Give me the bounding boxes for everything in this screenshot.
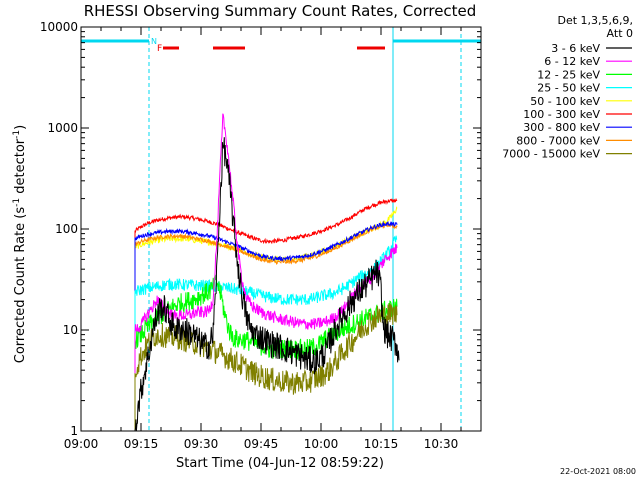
y-tick-label: 10	[63, 323, 78, 337]
y-tick-label: 10000	[40, 20, 78, 34]
x-tick-label: 10:15	[364, 437, 399, 451]
y-tick-label: 100	[55, 222, 78, 236]
legend-header-line-1: Det 1,3,5,6,9,	[557, 14, 633, 27]
series-line-100-300-keV	[134, 197, 398, 431]
legend-entry-label: 3 - 6 keV	[551, 42, 600, 55]
y-axis-label: Corrected Count Rate (s-1 detector-1)	[12, 125, 28, 363]
legend-header-line-2: Att 0	[607, 27, 633, 40]
y-axis-label-end: )	[13, 125, 28, 130]
legend-entry-label: 25 - 50 keV	[537, 82, 600, 95]
y-axis-label-sup2: -1	[12, 130, 22, 139]
y-axis-label-main: Corrected Count Rate (s	[13, 207, 28, 364]
axes-layer: 1 10 100 1000 10000 09:00 09:15 09:30 09:45 10:00…	[40, 20, 482, 451]
y-axis-label-mid: detector	[13, 138, 28, 198]
x-tick-label: 09:30	[184, 437, 219, 451]
legend-entry-label: 800 - 7000 keV	[516, 134, 600, 147]
date-stamp: 22-Oct-2021 08:00	[560, 467, 636, 476]
legend-entry-label: 6 - 12 keV	[544, 55, 600, 68]
x-tick-label: 09:15	[124, 437, 159, 451]
series-layer	[134, 113, 400, 432]
series-line-25-50-keV	[134, 235, 398, 431]
legend-entry-label: 100 - 300 keV	[523, 108, 600, 121]
chart-title: RHESSI Observing Summary Count Rates, Co…	[84, 2, 477, 20]
series-line-3-6-keV	[134, 137, 400, 432]
legend-entry-label: 7000 - 15000 keV	[502, 148, 600, 161]
legend-entry-label: 50 - 100 keV	[530, 95, 600, 108]
x-tick-label: 09:45	[244, 437, 279, 451]
x-axis-label: Start Time (04-Jun-12 08:59:22)	[176, 456, 384, 471]
legend-entry-label: 300 - 800 keV	[523, 121, 600, 134]
series-line-7000-15000-keV	[134, 303, 398, 431]
annotations-layer: NF	[81, 27, 481, 431]
x-tick-label: 10:30	[424, 437, 459, 451]
flare-label: F	[157, 44, 162, 54]
y-tick-label: 1	[70, 424, 78, 438]
legend-entry-label: 12 - 25 keV	[537, 68, 600, 81]
series-line-300-800-keV	[134, 220, 398, 431]
y-axis-label-sup1: -1	[12, 198, 22, 207]
x-tick-label: 10:00	[304, 437, 339, 451]
x-tick-label: 09:00	[64, 437, 99, 451]
night-label: N	[151, 37, 157, 46]
y-tick-label: 1000	[47, 121, 78, 135]
